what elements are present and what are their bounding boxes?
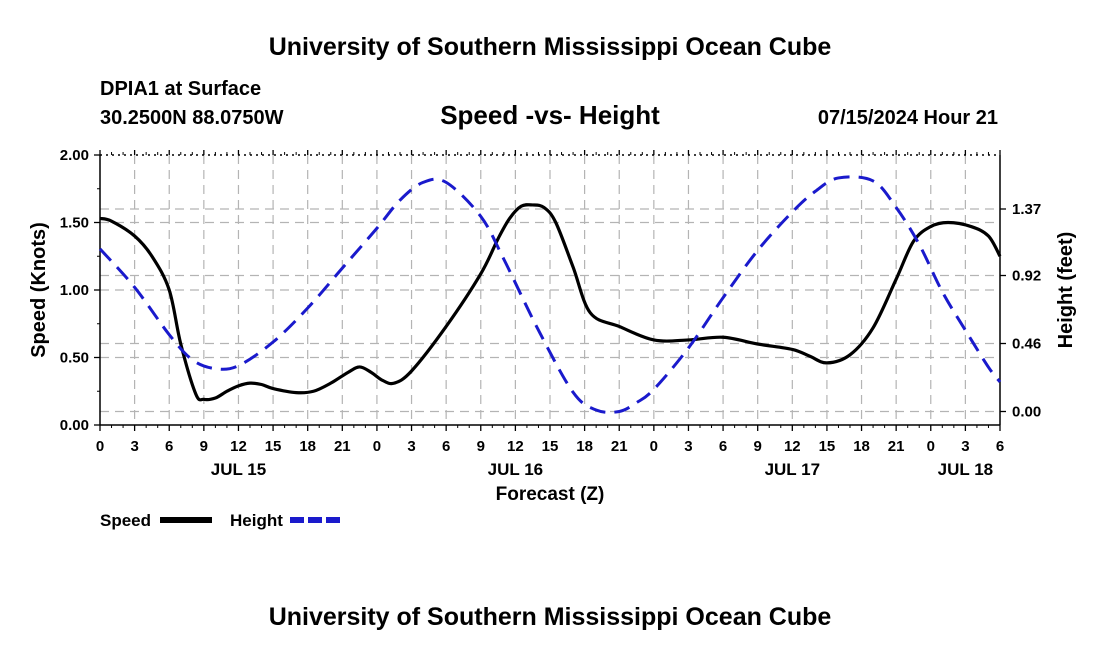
datetime-label: 07/15/2024 Hour 21 [818, 107, 998, 129]
x-tick-label: 3 [130, 438, 138, 455]
y-tick-label-right: 0.00 [1012, 404, 1041, 421]
date-label: JUL 17 [765, 460, 820, 479]
plot-area: 0 3 6 9 12 15 18 21 0 3 6 9 12 15 18 21 0 3 6 9 12 15 18 21 0 3 6J… [60, 147, 1041, 479]
height-series-line [98, 175, 1002, 414]
speed-series-line [99, 203, 1002, 402]
x-tick-label: 18 [576, 438, 593, 455]
y-tick-label-left: 0.50 [60, 350, 89, 367]
x-tick-label: 18 [299, 438, 316, 455]
y-tick-label-left: 1.50 [60, 215, 89, 232]
x-tick-label: 9 [754, 438, 762, 455]
x-tick-label: 0 [650, 438, 658, 455]
header-title: University of Southern Mississippi Ocean… [269, 33, 832, 61]
legend: Speed Height [100, 511, 342, 530]
x-tick-label: 12 [784, 438, 801, 455]
x-tick-label: 9 [477, 438, 485, 455]
x-tick-label: 15 [265, 438, 282, 455]
x-tick-label: 12 [230, 438, 247, 455]
coords-label: 30.2500N 88.0750W [100, 107, 284, 129]
x-tick-label: 21 [888, 438, 905, 455]
y-tick-label-left: 0.00 [60, 417, 89, 434]
x-tick-label: 3 [684, 438, 692, 455]
y-tick-label-right: 1.37 [1012, 201, 1041, 218]
x-tick-label: 6 [719, 438, 727, 455]
y-axis-title-right: Height (feet) [1055, 232, 1077, 349]
x-axis-title: Forecast (Z) [496, 484, 605, 505]
y-tick-label-right: 0.92 [1012, 268, 1041, 285]
y-axis-title-left: Speed (Knots) [28, 222, 50, 358]
x-tick-label: 6 [165, 438, 173, 455]
x-tick-label: 21 [611, 438, 628, 455]
date-label: JUL 18 [938, 460, 993, 479]
y-tick-label-left: 2.00 [60, 147, 89, 164]
y-tick-label-right: 0.46 [1012, 336, 1041, 353]
legend-label-height: Height [230, 511, 283, 530]
x-tick-label: 6 [442, 438, 450, 455]
x-tick-label: 15 [542, 438, 559, 455]
date-label: JUL 16 [488, 460, 543, 479]
x-tick-label: 3 [961, 438, 969, 455]
station-label: DPIA1 at Surface [100, 78, 261, 100]
y-tick-label-left: 1.00 [60, 282, 89, 299]
x-tick-label: 0 [927, 438, 935, 455]
x-tick-label: 12 [507, 438, 524, 455]
x-tick-label: 9 [200, 438, 208, 455]
x-tick-label: 15 [819, 438, 836, 455]
chart-title: Speed -vs- Height [440, 100, 660, 130]
x-tick-label: 0 [96, 438, 104, 455]
x-tick-label: 3 [407, 438, 415, 455]
x-tick-label: 18 [853, 438, 870, 455]
x-tick-label: 21 [334, 438, 351, 455]
x-tick-label: 6 [996, 438, 1004, 455]
x-tick-label: 0 [373, 438, 381, 455]
legend-label-speed: Speed [100, 511, 151, 530]
footer-title: University of Southern Mississippi Ocean… [269, 603, 832, 631]
date-label: JUL 15 [211, 460, 266, 479]
